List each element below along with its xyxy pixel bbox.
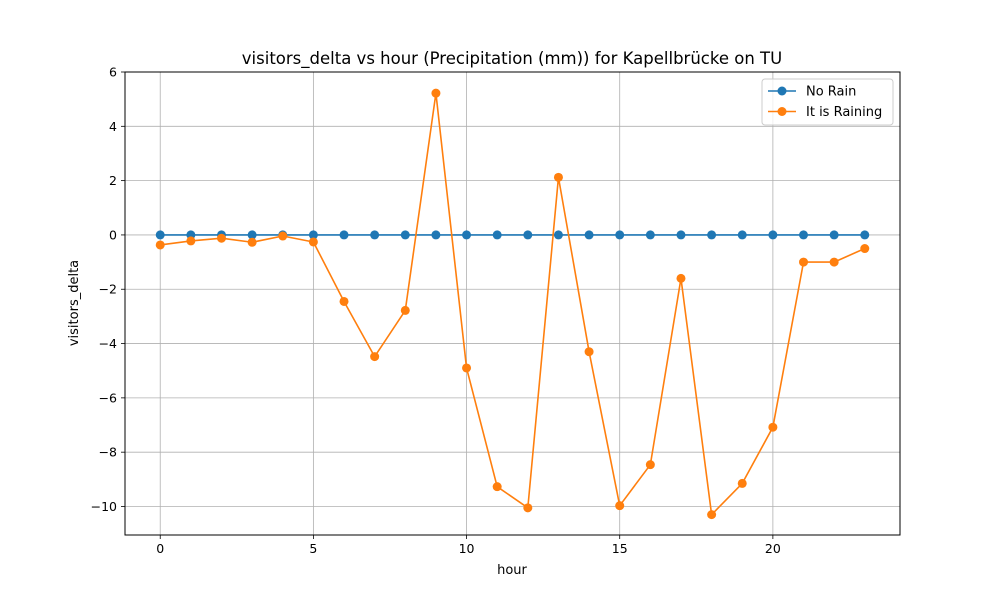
x-tick-label: 15 (612, 541, 628, 556)
x-tick-label: 20 (765, 541, 781, 556)
data-point (553, 230, 563, 240)
data-point (308, 230, 318, 240)
data-point (370, 352, 380, 362)
data-point (400, 230, 410, 240)
legend-marker (777, 86, 787, 96)
y-tick-label: −2 (99, 282, 117, 297)
data-point (707, 230, 717, 240)
legend-marker (777, 107, 787, 116)
x-tick-label: 5 (309, 541, 317, 556)
data-point (829, 257, 839, 267)
x-axis-label: hour (497, 563, 527, 578)
y-tick-label: −6 (99, 390, 117, 405)
x-tick-label: 10 (459, 541, 475, 556)
data-point (799, 257, 809, 267)
data-point (860, 230, 870, 240)
data-point (339, 296, 349, 306)
y-tick-label: −8 (99, 445, 117, 460)
legend-label: No Rain (806, 85, 856, 100)
data-point (492, 482, 502, 492)
data-point (799, 230, 809, 240)
series-layer (155, 88, 870, 520)
data-point (829, 230, 839, 240)
legend-label: It is Raining (806, 105, 882, 120)
data-point (768, 422, 778, 432)
data-point (768, 230, 778, 240)
data-point (523, 503, 533, 513)
data-point (492, 230, 502, 240)
chart-title: visitors_delta vs hour (Precipitation (m… (242, 49, 782, 69)
data-point (676, 273, 686, 283)
data-point (370, 230, 380, 240)
legend: No Rain It is Raining (761, 78, 894, 126)
data-point (645, 230, 655, 240)
data-point (462, 363, 472, 373)
data-point (615, 230, 625, 240)
data-point (645, 460, 655, 470)
data-point (860, 244, 870, 254)
data-point (523, 230, 533, 240)
data-point (553, 172, 563, 182)
data-point (584, 230, 594, 240)
data-point (400, 305, 410, 315)
data-point (431, 88, 441, 98)
data-point (247, 230, 257, 240)
data-point (737, 478, 747, 488)
data-point (737, 230, 747, 240)
legend-item: It is Raining (768, 105, 882, 120)
series-line (160, 92, 866, 516)
y-tick-label: 4 (109, 119, 117, 134)
plot-area-frame (124, 71, 901, 536)
data-point (247, 237, 257, 247)
data-point (186, 236, 196, 246)
data-point (216, 233, 226, 243)
series-2 (155, 88, 870, 520)
y-axis-label: visitors_delta (67, 260, 82, 346)
data-point (462, 230, 472, 240)
data-point (308, 237, 318, 247)
data-point (339, 230, 349, 240)
data-point (431, 230, 441, 240)
axis-ticks: 0 5 10 15 20 −10 −8 −6 −4 −2 0 2 4 6 (91, 65, 781, 557)
y-tick-label: −10 (91, 499, 117, 514)
data-point (155, 240, 165, 250)
data-point (278, 231, 288, 241)
legend-item: No Rain (768, 85, 856, 100)
data-point (584, 347, 594, 357)
y-tick-label: 0 (109, 227, 117, 242)
data-point (676, 230, 686, 240)
data-point (615, 501, 625, 511)
data-point (155, 230, 165, 240)
y-tick-label: 2 (109, 173, 117, 188)
y-tick-label: 6 (109, 65, 117, 80)
y-tick-label: −4 (99, 336, 117, 351)
data-point (707, 510, 717, 520)
x-tick-label: 0 (156, 541, 164, 556)
